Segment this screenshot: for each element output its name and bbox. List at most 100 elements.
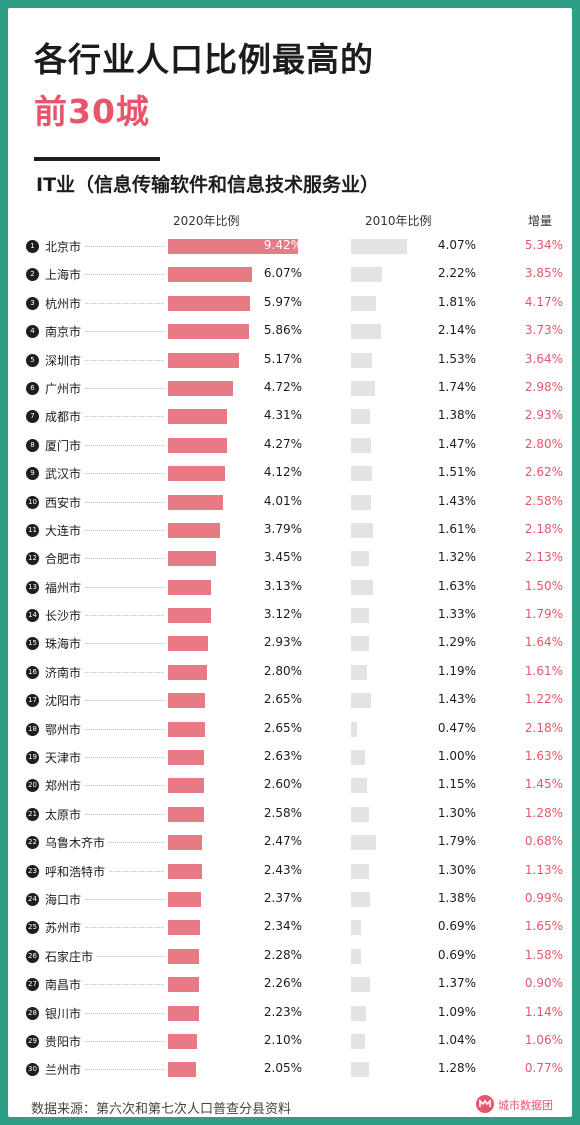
bar-2020 bbox=[168, 863, 202, 879]
city-label: 乌鲁木齐市 bbox=[45, 836, 106, 851]
title-line-2: 前30城 bbox=[34, 92, 150, 131]
bar-2010 bbox=[351, 409, 371, 425]
leader-dots bbox=[109, 870, 164, 872]
bar-2020 bbox=[168, 437, 227, 453]
value-2020: 2.65% bbox=[263, 720, 302, 735]
rank-badge: 2 bbox=[26, 268, 39, 282]
value-increase: 2.93% bbox=[524, 408, 563, 423]
brand-name: 城市数据团 bbox=[498, 1099, 553, 1112]
table-row: 8 厦门市 4.27% 1.47% 2.80% bbox=[8, 431, 572, 459]
value-2020: 2.37% bbox=[263, 890, 302, 905]
leader-dots bbox=[85, 1012, 164, 1014]
rank-badge: 30 bbox=[26, 1063, 39, 1077]
bar-2010 bbox=[351, 721, 358, 737]
value-2010: 1.32% bbox=[437, 550, 476, 565]
city-label: 长沙市 bbox=[45, 609, 82, 624]
table-row: 5 深圳市 5.17% 1.53% 3.64% bbox=[8, 346, 572, 374]
city-label: 厦门市 bbox=[45, 438, 82, 453]
value-2010: 1.53% bbox=[437, 351, 476, 366]
city-label: 杭州市 bbox=[45, 296, 82, 311]
value-increase: 1.50% bbox=[524, 578, 563, 593]
bar-2020 bbox=[168, 409, 228, 425]
value-2010: 0.69% bbox=[437, 919, 476, 934]
bar-2020 bbox=[168, 551, 216, 567]
value-2020: 4.01% bbox=[263, 493, 302, 508]
value-increase: 2.58% bbox=[524, 493, 563, 508]
city-label: 北京市 bbox=[45, 240, 82, 254]
bar-2010 bbox=[351, 977, 370, 993]
value-increase: 5.34% bbox=[524, 238, 563, 252]
value-increase: 2.18% bbox=[524, 521, 563, 536]
bar-2010 bbox=[351, 1005, 367, 1021]
value-increase: 0.99% bbox=[524, 890, 563, 905]
table-row: 21 太原市 2.58% 1.30% 1.28% bbox=[8, 800, 572, 828]
bar-2020 bbox=[168, 352, 240, 368]
table-row: 26 石家庄市 2.28% 0.69% 1.58% bbox=[8, 942, 572, 970]
value-increase: 2.80% bbox=[524, 436, 563, 451]
bar-2020 bbox=[168, 778, 204, 794]
value-2010: 1.51% bbox=[437, 465, 476, 480]
rank-badge: 20 bbox=[26, 779, 39, 793]
table-row: 30 兰州市 2.05% 1.28% 0.77% bbox=[8, 1055, 572, 1083]
value-increase: 3.85% bbox=[524, 266, 563, 281]
value-2010: 1.00% bbox=[437, 749, 476, 764]
city-label: 太原市 bbox=[45, 807, 82, 822]
value-2020: 2.58% bbox=[263, 805, 302, 820]
value-2010: 1.63% bbox=[437, 578, 476, 593]
table-row: 9 武汉市 4.12% 1.51% 2.62% bbox=[8, 459, 572, 487]
value-increase: 0.68% bbox=[524, 834, 563, 849]
value-2010: 1.33% bbox=[437, 607, 476, 622]
table-row: 7 成都市 4.31% 1.38% 2.93% bbox=[8, 402, 572, 430]
value-increase: 2.18% bbox=[524, 720, 563, 735]
value-2010: 4.07% bbox=[437, 238, 476, 252]
value-2010: 1.30% bbox=[437, 862, 476, 877]
rank-badge: 11 bbox=[26, 523, 39, 537]
table-row: 23 呼和浩特市 2.43% 1.30% 1.13% bbox=[8, 857, 572, 885]
bar-2020 bbox=[168, 608, 212, 624]
city-label: 成都市 bbox=[45, 410, 82, 425]
rank-badge: 7 bbox=[26, 410, 39, 424]
leader-dots bbox=[85, 331, 164, 333]
value-2020: 4.12% bbox=[263, 465, 302, 480]
value-2010: 1.74% bbox=[437, 379, 476, 394]
value-increase: 1.64% bbox=[524, 635, 563, 650]
city-label: 贵阳市 bbox=[45, 1034, 82, 1049]
leader-dots bbox=[85, 302, 164, 304]
city-label: 深圳市 bbox=[45, 353, 82, 368]
bar-2020 bbox=[168, 380, 234, 396]
leader-dots bbox=[85, 927, 164, 929]
city-label: 沈阳市 bbox=[45, 694, 82, 709]
value-increase: 1.61% bbox=[524, 663, 563, 678]
value-2020: 2.23% bbox=[263, 1004, 302, 1019]
leader-dots bbox=[85, 615, 164, 617]
value-increase: 1.63% bbox=[524, 749, 563, 764]
rank-badge: 28 bbox=[26, 1006, 39, 1020]
city-label: 大连市 bbox=[45, 523, 82, 538]
value-2020: 2.65% bbox=[263, 692, 302, 707]
bar-2020 bbox=[168, 1033, 197, 1049]
value-increase: 2.62% bbox=[524, 465, 563, 480]
table-row: 2 上海市 6.07% 2.22% 3.85% bbox=[8, 260, 572, 288]
rank-badge: 15 bbox=[26, 637, 39, 651]
bar-2020 bbox=[168, 239, 298, 254]
chart-rows: 1 北京市 9.42% 4.07% 5.34% 2 上海市 6.07% 2.22% 3.85% 3 杭… bbox=[8, 232, 572, 1084]
value-2020: 2.80% bbox=[263, 663, 302, 678]
bar-2020 bbox=[168, 636, 209, 652]
value-2020: 5.17% bbox=[263, 351, 302, 366]
city-label: 海口市 bbox=[45, 892, 82, 907]
value-2010: 1.19% bbox=[437, 663, 476, 678]
value-increase: 1.13% bbox=[524, 862, 563, 877]
table-row: 13 福州市 3.13% 1.63% 1.50% bbox=[8, 573, 572, 601]
value-2010: 1.15% bbox=[437, 777, 476, 792]
table-row: 24 海口市 2.37% 1.38% 0.99% bbox=[8, 885, 572, 913]
city-label: 广州市 bbox=[45, 381, 82, 396]
bar-2010 bbox=[351, 579, 374, 595]
bar-2010 bbox=[351, 750, 365, 766]
city-label: 济南市 bbox=[45, 665, 82, 680]
value-2010: 0.47% bbox=[437, 720, 476, 735]
value-increase: 1.14% bbox=[524, 1004, 563, 1019]
bar-2010 bbox=[351, 948, 361, 964]
value-increase: 1.06% bbox=[524, 1032, 563, 1047]
value-2020: 2.05% bbox=[263, 1061, 302, 1076]
leader-dots bbox=[85, 387, 164, 389]
